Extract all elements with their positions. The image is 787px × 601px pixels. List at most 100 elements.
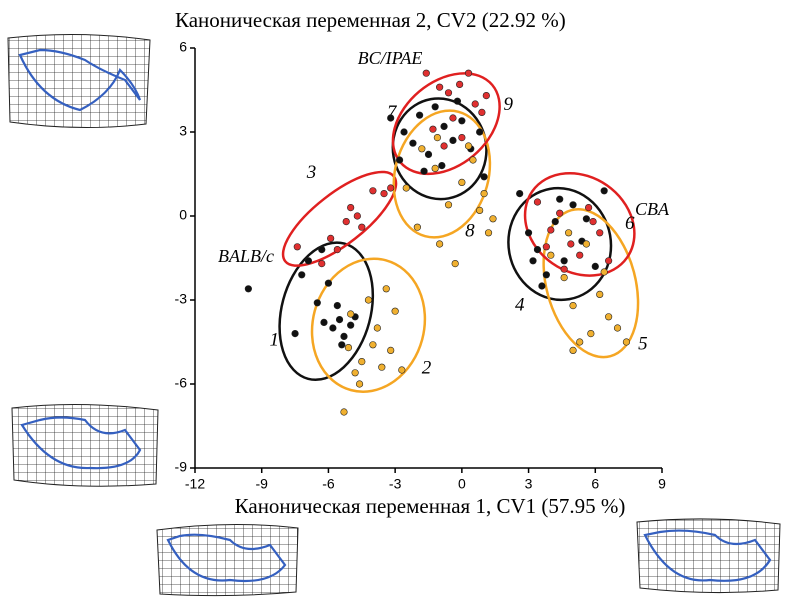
point [459, 179, 466, 186]
point [321, 319, 328, 326]
point [441, 143, 448, 150]
point [370, 188, 377, 195]
point [556, 210, 563, 217]
point [485, 230, 492, 237]
point [548, 252, 555, 259]
point [436, 84, 443, 91]
point [294, 244, 301, 251]
point [352, 370, 359, 377]
point [318, 246, 325, 253]
deformation-grid [12, 404, 158, 486]
point [245, 286, 252, 293]
confidence-ellipse [270, 156, 410, 281]
point [534, 199, 541, 206]
point [605, 314, 612, 321]
ellipse-label: 8 [465, 220, 475, 241]
point [479, 109, 486, 116]
point [570, 202, 577, 209]
point [490, 216, 497, 223]
point [450, 115, 457, 122]
point [483, 92, 490, 99]
x-tick-label: -3 [389, 476, 402, 492]
point [347, 311, 354, 318]
point [456, 81, 463, 88]
point [568, 241, 575, 248]
point [570, 302, 577, 309]
point [358, 358, 365, 365]
deformation-grid [8, 34, 150, 127]
point [403, 185, 410, 192]
point [459, 134, 466, 141]
point [476, 129, 483, 136]
point [481, 190, 488, 197]
point [543, 272, 550, 279]
ellipse-label: 5 [638, 334, 648, 355]
point [347, 204, 354, 211]
point [570, 347, 577, 354]
point [439, 162, 446, 169]
point [374, 325, 381, 332]
point [387, 115, 394, 122]
point [472, 101, 479, 108]
point [432, 165, 439, 172]
point [334, 302, 341, 309]
point [370, 342, 377, 349]
point [379, 364, 386, 371]
point [561, 258, 568, 265]
point [336, 316, 343, 323]
point [345, 344, 352, 351]
point [334, 246, 341, 253]
x-axis-title: Каноническая переменная 1, CV1 (57.95 %) [235, 494, 626, 518]
point [399, 367, 406, 374]
ellipse-label: 3 [306, 162, 317, 183]
point [534, 246, 541, 253]
point [548, 227, 555, 234]
y-tick-label: 6 [179, 39, 187, 55]
y-tick-label: 3 [179, 123, 187, 139]
point [525, 230, 532, 237]
point [543, 244, 550, 251]
point [623, 339, 630, 346]
x-tick-label: -12 [185, 476, 205, 492]
point [476, 207, 483, 214]
point [430, 126, 437, 133]
point [592, 263, 599, 270]
point [436, 241, 443, 248]
point [392, 308, 399, 315]
point [552, 218, 559, 225]
point [434, 134, 441, 141]
point [452, 260, 459, 267]
x-tick-label: -9 [255, 476, 268, 492]
point [387, 347, 394, 354]
point [530, 258, 537, 265]
ellipse-label: 4 [515, 294, 525, 315]
point [576, 252, 583, 259]
point [601, 188, 608, 195]
point [421, 168, 428, 175]
x-tick-label: 3 [525, 476, 533, 492]
ellipse-label: 1 [269, 330, 279, 351]
point [341, 409, 348, 416]
point [425, 151, 432, 158]
point [565, 230, 572, 237]
point [341, 333, 348, 340]
point [325, 280, 332, 287]
x-tick-label: 9 [658, 476, 666, 492]
point [423, 70, 430, 77]
point [614, 325, 621, 332]
point [590, 218, 597, 225]
point [327, 235, 334, 242]
point [465, 143, 472, 150]
group-label: CBA [635, 199, 670, 219]
point [481, 174, 488, 181]
chart: Каноническая переменная 2, CV2 (22.92 %)… [0, 0, 787, 601]
deformation-grid [637, 519, 780, 593]
point [416, 112, 423, 119]
point [601, 269, 608, 276]
y-tick-label: -6 [175, 375, 188, 391]
ellipse-label: 6 [625, 213, 635, 234]
point [343, 218, 350, 225]
point [338, 342, 345, 349]
point [585, 204, 592, 211]
point [583, 216, 590, 223]
